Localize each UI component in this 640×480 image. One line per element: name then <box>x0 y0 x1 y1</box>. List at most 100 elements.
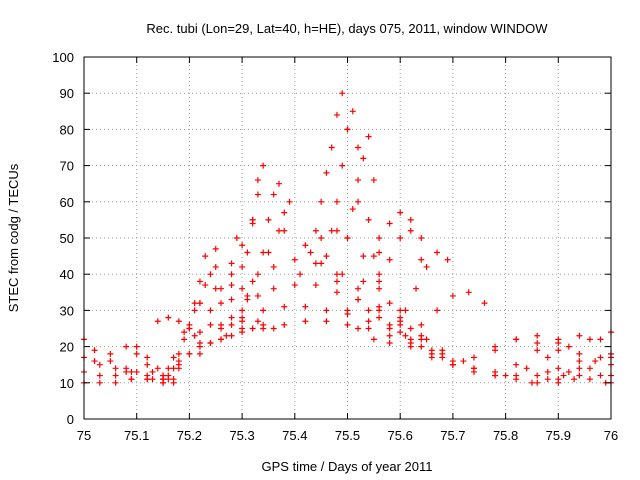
data-point <box>281 227 288 234</box>
data-point <box>191 300 198 307</box>
data-point <box>249 216 256 223</box>
y-tick-label: 10 <box>60 376 74 391</box>
data-point <box>576 332 583 339</box>
data-point <box>91 347 98 354</box>
x-axis-label: GPS time / Days of year 2011 <box>262 459 433 474</box>
data-point <box>191 332 198 339</box>
data-point <box>328 227 335 234</box>
data-point <box>165 376 172 383</box>
data-point <box>397 235 404 241</box>
data-point <box>275 180 282 187</box>
data-point <box>434 307 441 314</box>
x-tick-label: 75.5 <box>335 428 360 443</box>
data-point <box>254 177 261 184</box>
data-point <box>265 216 272 223</box>
x-tick-labels: 75 75.1 75.2 75.3 75.4 75.5 75.6 75.7 75.8 75.9 76 <box>77 428 618 443</box>
ticks <box>83 56 612 420</box>
data-point <box>386 300 393 307</box>
data-point <box>154 365 161 372</box>
data-series <box>355 216 425 332</box>
data-series <box>207 191 261 346</box>
data-point <box>555 365 562 372</box>
data-point <box>386 339 393 346</box>
data-point <box>228 282 235 289</box>
data-point <box>423 336 430 343</box>
data-point <box>318 198 325 205</box>
data-point <box>196 278 203 285</box>
data-point <box>333 111 340 118</box>
y-tick-label: 100 <box>52 50 74 65</box>
data-point <box>597 372 604 379</box>
data-point <box>254 292 261 299</box>
data-point <box>370 336 377 343</box>
data-point <box>133 350 140 357</box>
data-series <box>528 354 614 386</box>
data-point <box>207 271 214 278</box>
data-point <box>233 235 240 241</box>
data-point <box>423 263 430 270</box>
data-point <box>344 307 351 314</box>
x-tick-label: 75 <box>77 428 91 443</box>
data-point <box>576 358 583 365</box>
data-point <box>333 271 340 278</box>
data-series <box>270 256 446 357</box>
data-point <box>565 368 572 375</box>
data-point <box>165 365 172 372</box>
data-point <box>333 227 340 234</box>
data-point <box>218 285 225 292</box>
data-point <box>397 314 404 321</box>
data-point <box>333 278 340 285</box>
data-point <box>244 296 251 303</box>
data-point <box>339 90 346 97</box>
data-point <box>196 329 203 336</box>
data-point <box>413 285 420 292</box>
data-point <box>349 108 356 115</box>
data-point <box>502 372 509 379</box>
data-point <box>365 325 372 332</box>
x-tick-label: 75.8 <box>493 428 518 443</box>
data-point <box>355 144 362 151</box>
data-point <box>312 260 319 267</box>
data-point <box>302 242 309 249</box>
data-point <box>212 245 219 252</box>
data-point <box>254 271 261 278</box>
data-point <box>228 271 235 278</box>
data-point <box>470 354 477 361</box>
data-point <box>402 307 409 314</box>
data-point <box>133 368 140 375</box>
data-series <box>344 209 425 314</box>
data-point <box>355 198 362 205</box>
data-point <box>365 318 372 325</box>
data-series <box>165 282 251 383</box>
data-point <box>175 318 182 325</box>
data-point <box>513 336 520 343</box>
data-point <box>597 336 604 343</box>
data-series <box>228 198 293 328</box>
data-point <box>418 321 425 328</box>
data-point <box>112 372 119 379</box>
data-point <box>586 376 593 383</box>
data-series <box>254 282 467 365</box>
y-tick-label: 50 <box>60 231 74 246</box>
data-point <box>376 285 383 292</box>
data-point <box>376 303 383 310</box>
data-series <box>123 343 172 379</box>
data-point <box>186 350 193 357</box>
data-point <box>513 376 520 383</box>
data-point <box>239 242 246 249</box>
data-point <box>397 209 404 216</box>
data-point <box>170 365 177 372</box>
data-point <box>360 155 367 162</box>
data-point <box>492 347 499 354</box>
data-point <box>513 361 520 368</box>
data-point <box>175 350 182 357</box>
data-point <box>534 372 541 379</box>
data-point <box>133 343 140 350</box>
data-series <box>386 289 488 346</box>
data-point <box>534 379 541 386</box>
data-point <box>112 365 119 372</box>
data-point <box>544 368 551 375</box>
data-point <box>460 358 467 365</box>
data-point <box>170 354 177 361</box>
data-point <box>144 376 151 383</box>
